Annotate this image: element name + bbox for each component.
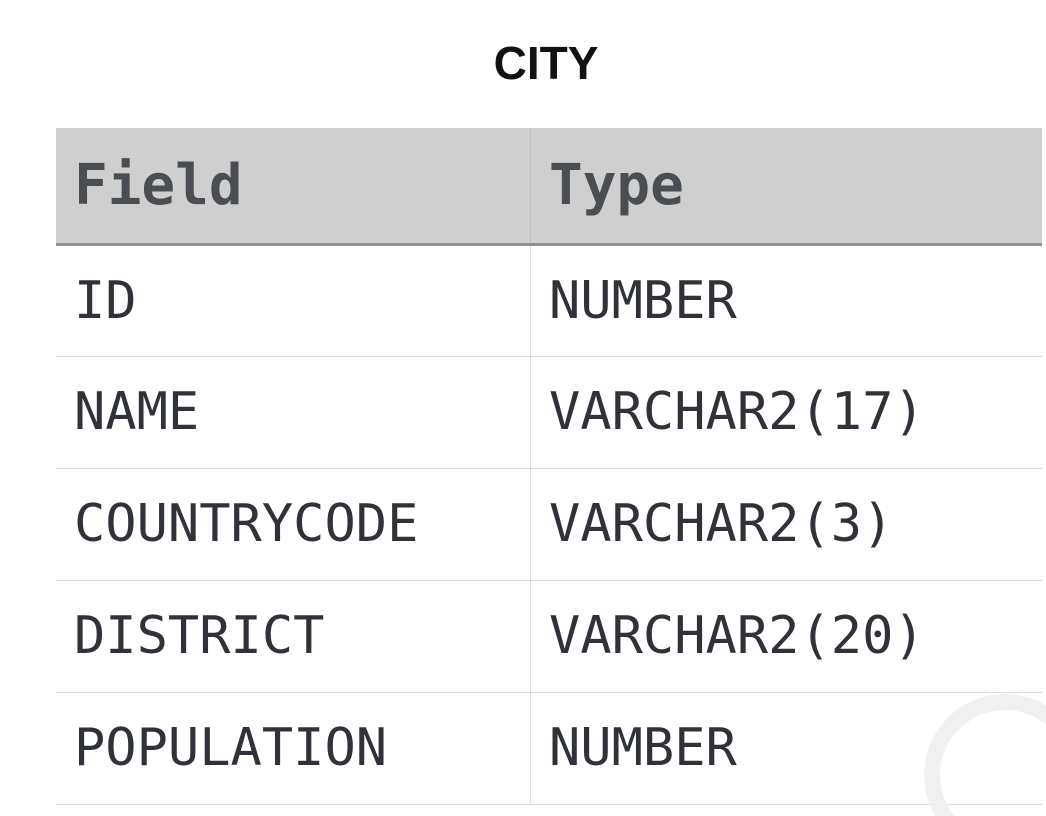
table-row: POPULATION NUMBER bbox=[56, 692, 1042, 805]
table-title: CITY bbox=[493, 37, 599, 89]
column-header-type: Type bbox=[530, 128, 1042, 246]
type-cell: NUMBER bbox=[530, 244, 1042, 357]
city-schema-table: Field Type ID NUMBER NAME VARCHAR2(17) C… bbox=[56, 128, 1042, 805]
field-cell: NAME bbox=[56, 356, 531, 469]
type-cell: VARCHAR2(17) bbox=[530, 356, 1042, 469]
type-cell: VARCHAR2(3) bbox=[530, 468, 1042, 581]
type-cell: VARCHAR2(20) bbox=[530, 580, 1042, 693]
table-row: COUNTRYCODE VARCHAR2(3) bbox=[56, 468, 1042, 581]
table-row: NAME VARCHAR2(17) bbox=[56, 356, 1042, 469]
table-row: ID NUMBER bbox=[56, 244, 1042, 357]
field-cell: POPULATION bbox=[56, 692, 531, 805]
column-header-field: Field bbox=[56, 128, 531, 246]
table-header-row: Field Type bbox=[56, 128, 1042, 246]
field-cell: COUNTRYCODE bbox=[56, 468, 531, 581]
table-row: DISTRICT VARCHAR2(20) bbox=[56, 580, 1042, 693]
field-cell: DISTRICT bbox=[56, 580, 531, 693]
field-cell: ID bbox=[56, 244, 531, 357]
